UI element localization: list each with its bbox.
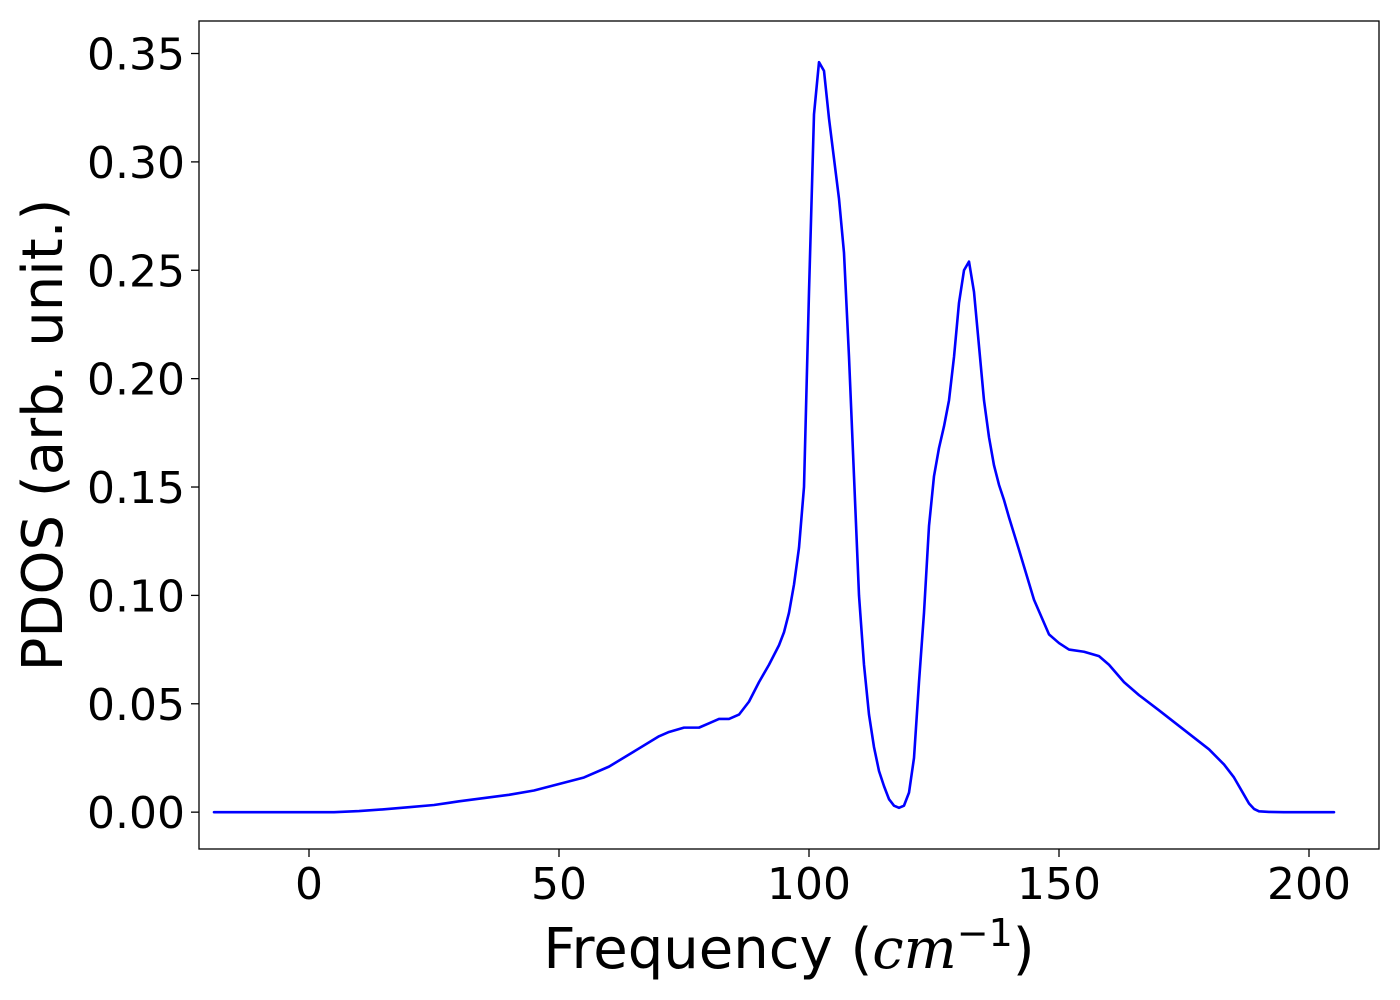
x-tick-label: 200 <box>1267 859 1351 910</box>
y-tick-label: 0.15 <box>87 463 185 514</box>
y-tick-label: 0.30 <box>87 138 185 189</box>
pdos-series-line <box>212 60 1336 814</box>
y-tick-label: 0.25 <box>87 246 185 297</box>
y-tick-label: 0.05 <box>87 680 185 731</box>
y-tick-label: 0.20 <box>87 355 185 406</box>
y-axis-ticks: 0.00 0.05 0.10 0.15 0.20 0.25 0.30 0.35 <box>87 30 199 839</box>
x-axis-title-text: Frequency <box>543 917 832 982</box>
x-axis-title: Frequency (cm−1) <box>543 911 1034 982</box>
x-tick-label: 150 <box>1017 859 1101 910</box>
x-tick-label: 50 <box>531 859 587 910</box>
y-axis-title: PDOS (arb. unit.) <box>11 199 76 672</box>
y-tick-label: 0.00 <box>87 788 185 839</box>
x-tick-label: 0 <box>295 859 323 910</box>
x-axis-unit: cm <box>872 917 956 982</box>
x-axis-unit-exponent: −1 <box>957 911 1013 955</box>
x-axis-ticks: 0 50 100 150 200 <box>295 849 1351 910</box>
x-tick-label: 100 <box>767 859 851 910</box>
y-tick-label: 0.10 <box>87 571 185 622</box>
plot-frame <box>198 20 1380 850</box>
plot-background <box>199 21 1379 849</box>
y-tick-label: 0.35 <box>87 30 185 81</box>
